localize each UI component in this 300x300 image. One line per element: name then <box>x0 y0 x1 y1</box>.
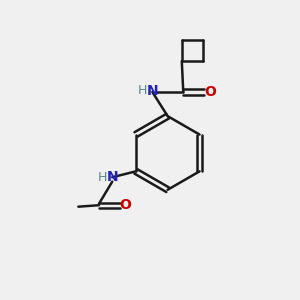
Text: O: O <box>119 198 131 212</box>
Text: N: N <box>106 170 118 184</box>
Text: H: H <box>138 84 148 97</box>
Text: N: N <box>146 83 158 98</box>
Text: O: O <box>204 85 216 99</box>
Text: H: H <box>98 171 107 184</box>
